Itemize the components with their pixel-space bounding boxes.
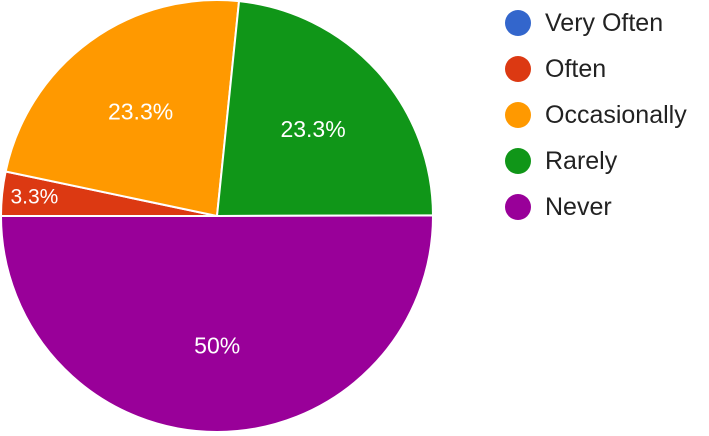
legend-item-never[interactable]: Never [505, 184, 687, 230]
legend: Very Often Often Occasionally Rarely Nev… [505, 0, 687, 230]
legend-swatch-very-often [505, 10, 531, 36]
pie-slice-rarely[interactable] [215, 0, 435, 218]
legend-item-occasionally[interactable]: Occasionally [505, 92, 687, 138]
legend-label-never: Never [545, 192, 612, 221]
legend-label-rarely: Rarely [545, 146, 618, 175]
legend-swatch-occasionally [505, 102, 531, 128]
slice-label-occasionally: 23.3% [108, 98, 173, 124]
slice-label-never: 50% [194, 333, 240, 359]
slice-label-rarely: 23.3% [280, 116, 345, 142]
pie-slice-occasionally[interactable] [4, 0, 241, 218]
legend-item-rarely[interactable]: Rarely [505, 138, 687, 184]
legend-swatch-rarely [505, 148, 531, 174]
legend-label-occasionally: Occasionally [545, 100, 687, 129]
pie-slice-never[interactable] [0, 214, 434, 433]
legend-item-often[interactable]: Often [505, 46, 687, 92]
legend-swatch-never [505, 194, 531, 220]
legend-label-very-often: Very Often [545, 8, 664, 37]
legend-label-often: Often [545, 54, 607, 83]
slice-label-often: 3.3% [10, 185, 58, 208]
legend-item-very-often[interactable]: Very Often [505, 0, 687, 46]
legend-swatch-often [505, 56, 531, 82]
